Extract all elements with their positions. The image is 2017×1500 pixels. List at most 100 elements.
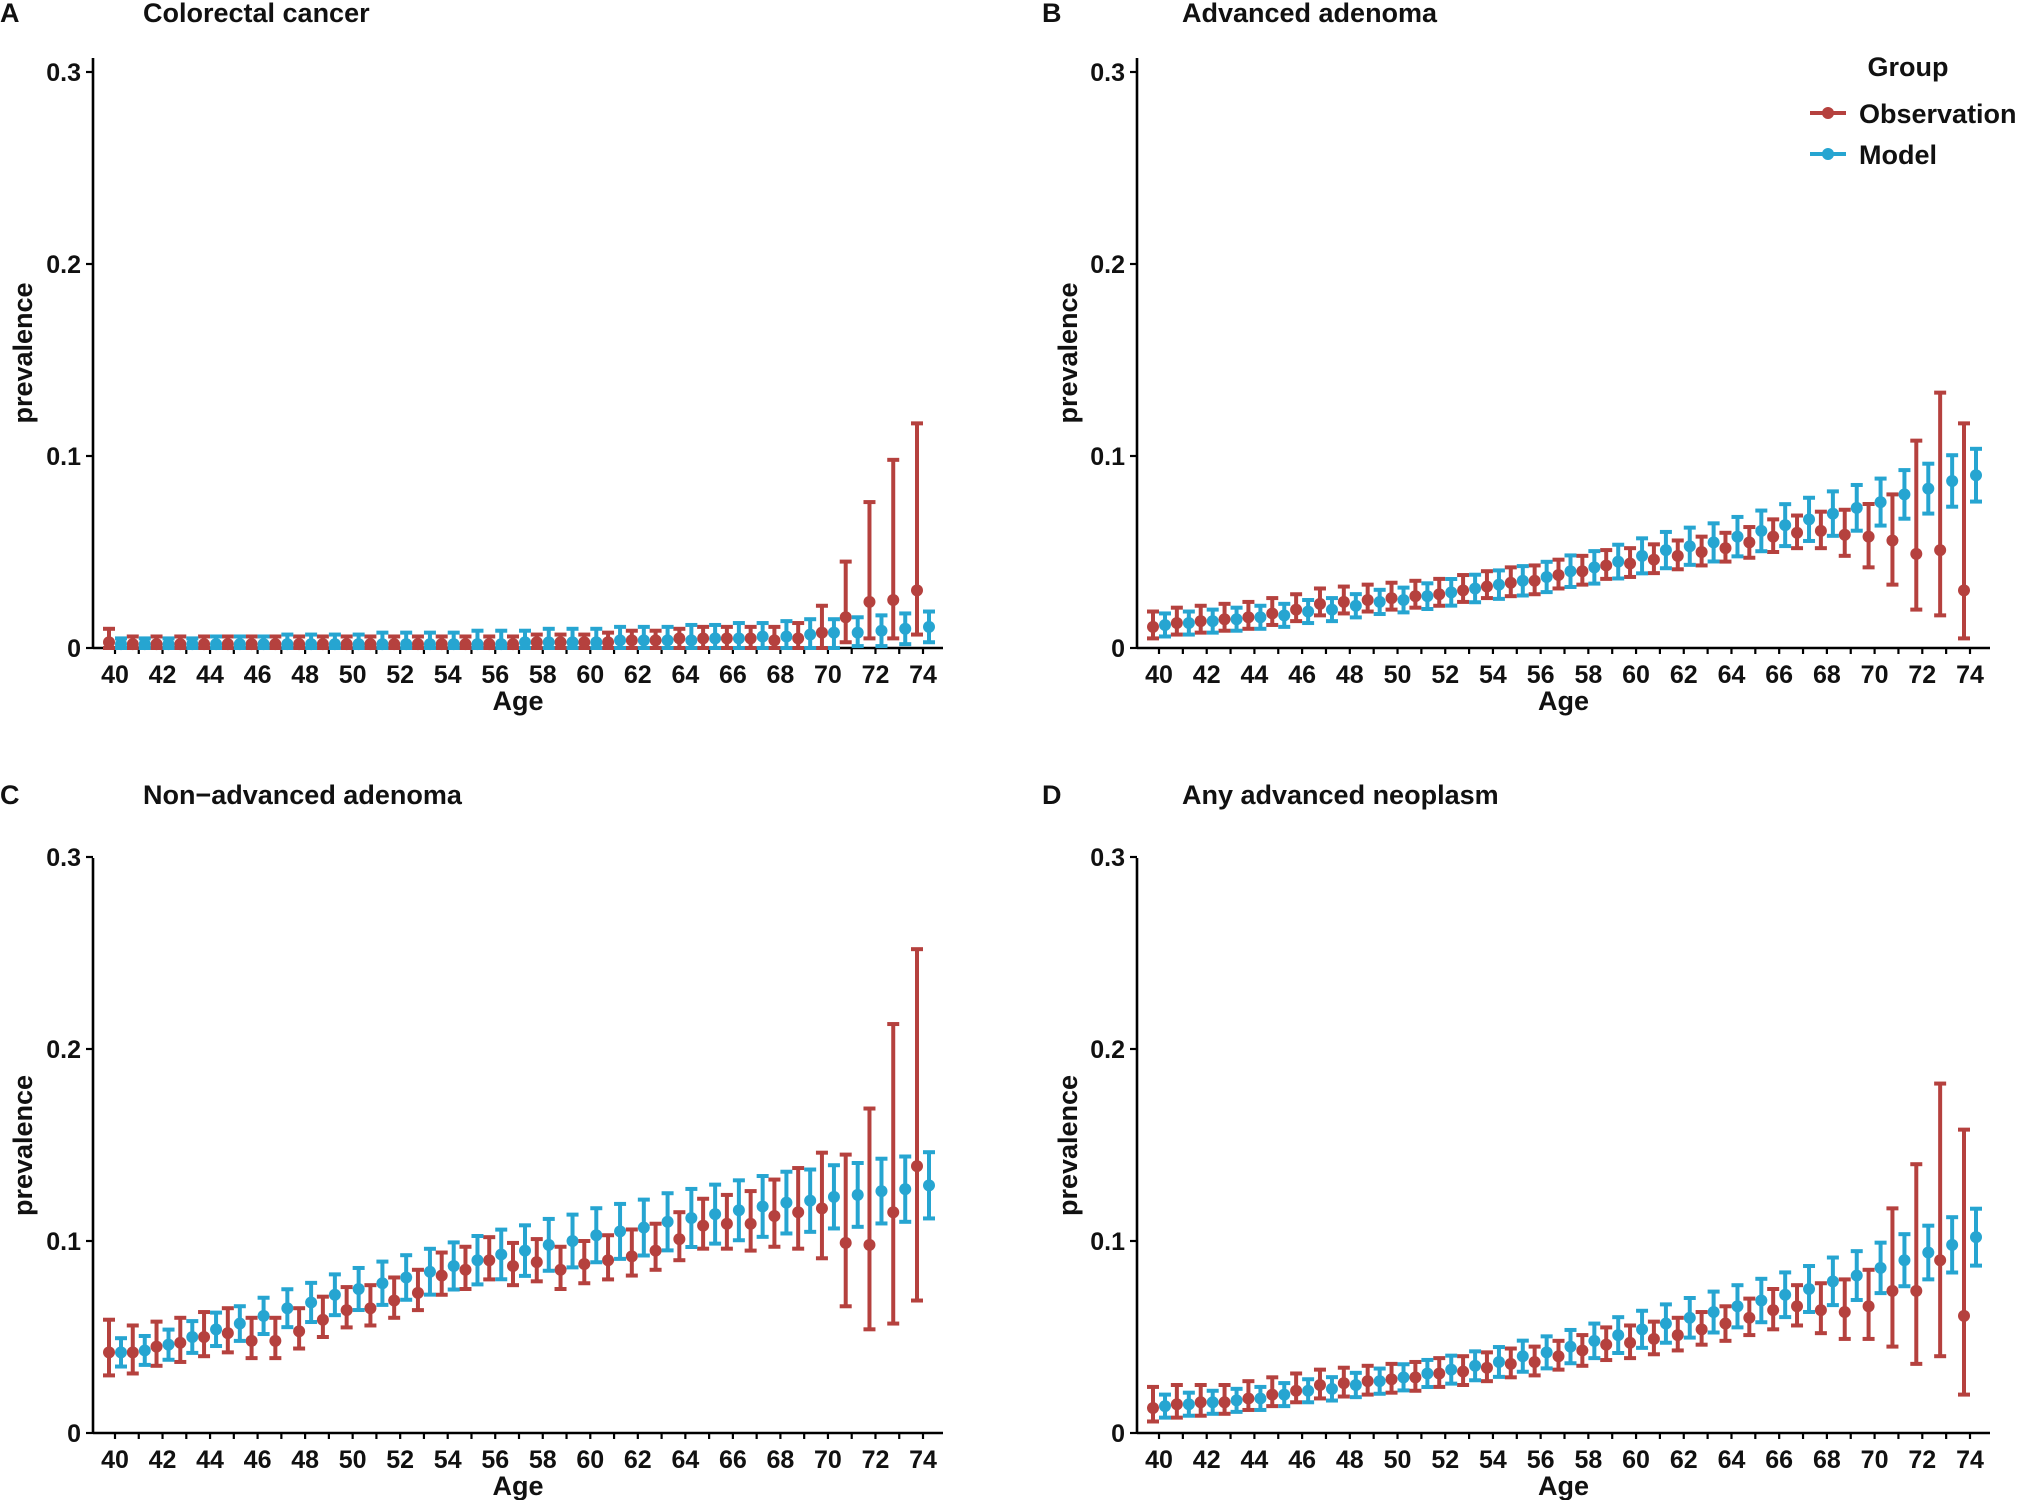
y-tick-label: 0.3 [46,59,81,87]
data-point [1874,496,1887,509]
x-tick-label: 54 [1479,1446,1507,1474]
data-point [1457,584,1470,597]
data-point [519,1244,531,1257]
data-point [1755,1294,1768,1307]
x-tick-label: 50 [1384,661,1412,689]
x-tick-label: 72 [1908,1446,1936,1474]
data-point [519,636,531,649]
data-point [1147,620,1159,633]
data-point [792,632,805,645]
x-tick-label: 48 [1336,661,1364,689]
data-point [150,1340,163,1353]
data-point [1671,1329,1684,1342]
x-tick-label: 74 [909,661,937,689]
x-tick-label: 54 [1479,661,1507,689]
data-point [1242,1392,1255,1405]
data-point [899,622,912,635]
data-point [1361,594,1374,606]
data-point [590,1229,603,1242]
data-point [459,1263,472,1276]
data-point [1874,1261,1887,1274]
data-point [1385,1373,1398,1386]
data-point [1159,618,1171,631]
data-point [1194,615,1207,628]
data-point [352,638,365,651]
x-tick-label: 70 [1861,661,1889,689]
data-point [1695,1323,1708,1336]
x-tick-label: 62 [1670,1446,1698,1474]
data-point [1564,565,1577,578]
data-point [625,634,638,647]
data-point [685,634,698,647]
x-tick-label: 72 [862,1446,890,1474]
data-point [471,1254,484,1267]
x-tick-label: 40 [1145,661,1173,689]
data-point [887,1206,900,1219]
data-point [1767,530,1780,543]
x-tick-label: 54 [434,1446,462,1474]
data-point [1242,611,1255,624]
series-model [115,1150,935,1369]
data-point [388,638,401,651]
data-point [1707,536,1720,549]
data-point [1683,1311,1696,1324]
data-point [1361,1375,1374,1388]
x-axis-title: Age [492,1471,543,1500]
data-point [1958,584,1970,597]
data-point [1540,570,1553,583]
data-point [316,638,329,651]
data-point [1731,1300,1744,1313]
data-point [1707,1306,1720,1319]
data-point [233,1317,246,1330]
data-point [1206,615,1219,628]
data-point [328,1288,341,1301]
data-point [578,1258,591,1271]
data-point [316,1313,329,1326]
data-point [1254,1392,1267,1405]
data-point [1337,1377,1350,1390]
data-point [923,620,935,633]
data-point [1170,617,1183,630]
data-point [293,1325,306,1338]
series-observation [103,421,923,651]
data-point [1659,1317,1672,1330]
data-point [233,638,246,651]
data-point [1325,1382,1338,1395]
data-point [1862,530,1875,543]
data-point [1278,1388,1291,1401]
data-point [364,638,377,651]
data-point [1814,524,1827,537]
data-point [435,638,448,651]
series-model [1159,1206,1982,1420]
x-tick-label: 46 [244,661,272,689]
data-point [1170,1398,1183,1411]
data-point [649,1244,662,1257]
data-point [186,1331,199,1343]
data-point [839,1236,852,1249]
data-point [198,1331,211,1343]
legend-title: Group [1868,52,1949,82]
data-point [1230,1394,1243,1407]
x-tick-label: 66 [719,1446,747,1474]
y-axis-title: prevalence [8,282,38,423]
y-axis-title: prevalence [1053,1075,1083,1216]
x-tick-label: 44 [196,1446,224,1474]
data-point [1302,605,1315,618]
data-point [1445,1363,1458,1376]
data-point [1659,544,1672,557]
data-point [768,634,781,647]
x-tick-label: 70 [1861,1446,1889,1474]
data-point [1385,592,1398,605]
data-point [186,638,199,651]
data-point [1409,1371,1422,1384]
data-point [839,611,852,624]
data-point [1492,578,1505,591]
x-tick-label: 60 [1622,1446,1650,1474]
data-point [1647,1332,1660,1345]
data-point [1492,1355,1505,1368]
data-point [1803,513,1816,526]
x-tick-label: 58 [1574,661,1602,689]
data-point [851,626,864,639]
data-point [815,1202,828,1215]
panel-b: B Advanced adenoma 0 0.1 0.2 0.3 40 42 44 46 48 50 5… [1042,0,1990,716]
